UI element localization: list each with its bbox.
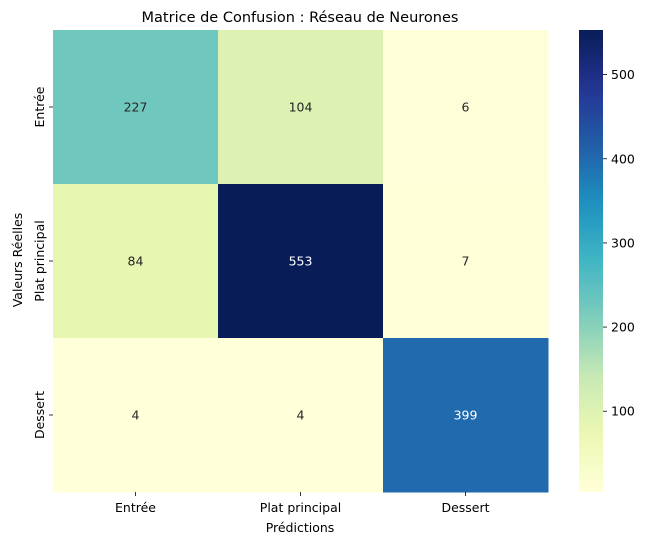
heatmap-cell-labels: 227 104 6 84 553 7 4 4 399 [124,100,478,423]
y-axis-label: Valeurs Réelles [10,213,25,308]
cell-value-label: 4 [132,408,140,423]
colorbar-tick-label: 100 [611,404,635,419]
cell-value-label: 227 [124,100,148,115]
heatmap-cell [218,338,384,493]
cell-value-label: 104 [289,100,313,115]
chart-title: Matrice de Confusion : Réseau de Neurone… [142,10,459,26]
heatmap-cell [53,184,219,339]
heatmap-cell [218,184,384,339]
x-axis-label: Prédictions [266,520,335,535]
cell-value-label: 7 [462,254,470,269]
cell-value-label: 84 [128,254,144,269]
colorbar-ticks: 100 200 300 400 500 [603,67,635,419]
heatmap-cell [53,338,219,493]
y-tick-label: Dessert [32,391,47,439]
x-axis: Entrée Plat principal Dessert [115,492,490,515]
y-axis: Entrée Plat principal Dessert [32,86,53,439]
x-tick-label: Dessert [441,500,489,515]
colorbar-tick-label: 200 [611,320,635,335]
y-tick-label: Plat principal [32,220,47,301]
colorbar [579,30,603,492]
colorbar-tick-label: 400 [611,151,635,166]
colorbar-tick-label: 500 [611,67,635,82]
x-tick-label: Entrée [115,500,156,515]
heatmap-cell [383,338,549,493]
heatmap-cells [53,30,549,493]
x-tick-label: Plat principal [260,500,341,515]
cell-value-label: 399 [454,408,478,423]
cell-value-label: 6 [462,100,470,115]
heatmap-cell [218,30,384,185]
cell-value-label: 4 [297,408,305,423]
heatmap-cell [53,30,219,185]
y-tick-label: Entrée [32,86,47,127]
heatmap-cell [383,184,549,339]
cell-value-label: 553 [289,254,313,269]
heatmap-cell [383,30,549,185]
colorbar-tick-label: 300 [611,235,635,250]
